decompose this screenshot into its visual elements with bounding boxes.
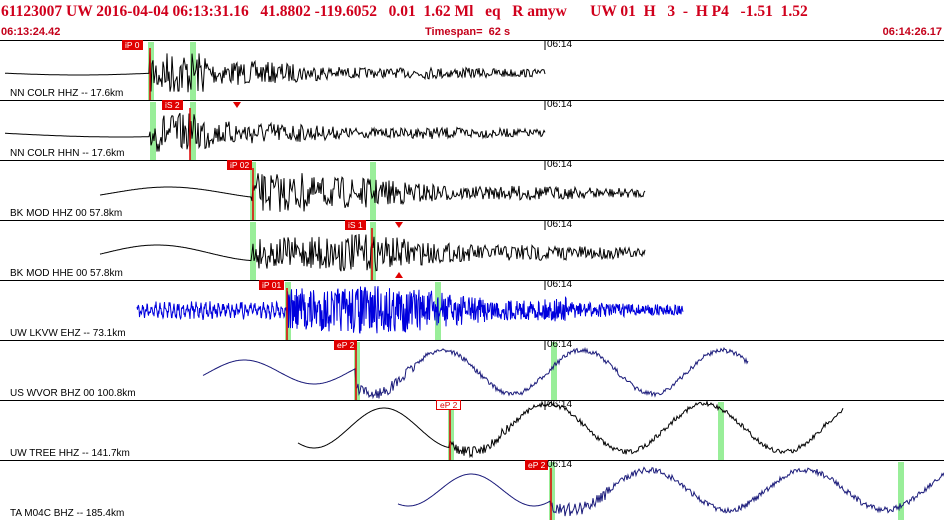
time-range-bar: 06:13:24.42 Timespan= 62 s 06:14:26.17 (0, 26, 944, 40)
trace-panel[interactable]: eP 2 06:14 US WVOR BHZ 00 100.8km (0, 339, 944, 400)
waveform (0, 100, 944, 160)
phase-pick-label[interactable]: iP 01 (259, 280, 285, 290)
trace-panel[interactable]: iS 2 06:14 NN COLR HHN -- 17.6km (0, 99, 944, 160)
time-mark: 06:14 (547, 399, 573, 410)
time-mark: 06:14 (547, 459, 573, 470)
waveform (0, 40, 944, 100)
trace-panel[interactable]: iP 01 06:14 UW LKVW EHZ -- 73.1km (0, 279, 944, 340)
station-label: BK MOD HHE 00 57.8km (10, 268, 123, 279)
seismic-trace (397, 466, 944, 517)
waveform (0, 400, 944, 460)
waveform (0, 220, 944, 280)
waveform (0, 340, 944, 400)
time-mark: 06:14 (547, 39, 573, 50)
station-label: US WVOR BHZ 00 100.8km (10, 388, 136, 399)
station-label: BK MOD HHZ 00 57.8km (10, 208, 123, 219)
phase-pick-label[interactable]: iS 1 (345, 220, 366, 230)
trace-panel[interactable]: iP 0 06:14 NN COLR HHZ -- 17.6km (0, 39, 944, 100)
phase-window (190, 42, 196, 100)
phase-pick-label[interactable]: eP 2 (436, 400, 462, 410)
phase-pick-label[interactable]: iP 02 (227, 160, 253, 170)
phase-window (718, 402, 724, 460)
event-header: 61123007 UW 2016-04-04 06:13:31.16 41.88… (0, 0, 944, 40)
waveform (0, 460, 944, 520)
seismic-trace (5, 50, 546, 93)
time-mark: 06:14 (547, 99, 573, 110)
time-mark: 06:14 (547, 339, 573, 350)
trace-panel[interactable]: iS 1 06:14 BK MOD HHE 00 57.8km (0, 219, 944, 280)
waveform (0, 280, 944, 340)
station-label: UW TREE HHZ -- 141.7km (10, 448, 130, 459)
phase-pick-label[interactable]: iS 2 (162, 100, 183, 110)
station-label: NN COLR HHZ -- 17.6km (10, 88, 124, 99)
event-summary: 61123007 UW 2016-04-04 06:13:31.16 41.88… (1, 3, 808, 20)
phase-window (150, 102, 156, 160)
phase-window (370, 162, 376, 220)
phase-window (354, 342, 360, 400)
phase-window (549, 462, 555, 520)
time-mark: 06:14 (547, 219, 573, 230)
phase-window (148, 42, 154, 100)
trace-panel[interactable]: iP 02 06:14 BK MOD HHZ 00 57.8km (0, 159, 944, 220)
start-time: 06:13:24.42 (1, 26, 61, 38)
end-time: 06:14:26.17 (882, 26, 942, 38)
phase-pick-label[interactable]: eP 2 (525, 460, 549, 470)
phase-pick-label[interactable]: iP 0 (122, 40, 143, 50)
seismic-trace (99, 173, 646, 212)
phase-window (370, 222, 376, 280)
phase-window (898, 462, 904, 520)
time-mark: 06:14 (547, 279, 573, 290)
seismic-trace (5, 112, 546, 153)
seismic-trace (136, 286, 684, 334)
trace-panel[interactable]: eP 2 06:14 TA M04C BHZ -- 185.4km (0, 459, 944, 520)
phase-window (448, 402, 454, 460)
seismogram-panels[interactable]: iP 0 06:14 NN COLR HHZ -- 17.6km iS 2 06… (0, 39, 944, 520)
time-mark: 06:14 (547, 159, 573, 170)
station-label: NN COLR HHN -- 17.6km (10, 148, 125, 159)
pick-marker-icon (233, 102, 241, 108)
pick-marker-icon (395, 222, 403, 228)
timespan-label: Timespan= 62 s (425, 26, 511, 38)
waveform (0, 160, 944, 220)
station-label: TA M04C BHZ -- 185.4km (10, 508, 125, 519)
seismic-trace (202, 346, 749, 400)
phase-pick-label[interactable]: eP 2 (334, 340, 358, 350)
trace-panel[interactable]: eP 2 06:14 UW TREE HHZ -- 141.7km (0, 399, 944, 460)
phase-window (551, 342, 557, 400)
station-label: UW LKVW EHZ -- 73.1km (10, 328, 126, 339)
seismic-trace (297, 400, 844, 459)
pick-marker-icon (395, 272, 403, 278)
